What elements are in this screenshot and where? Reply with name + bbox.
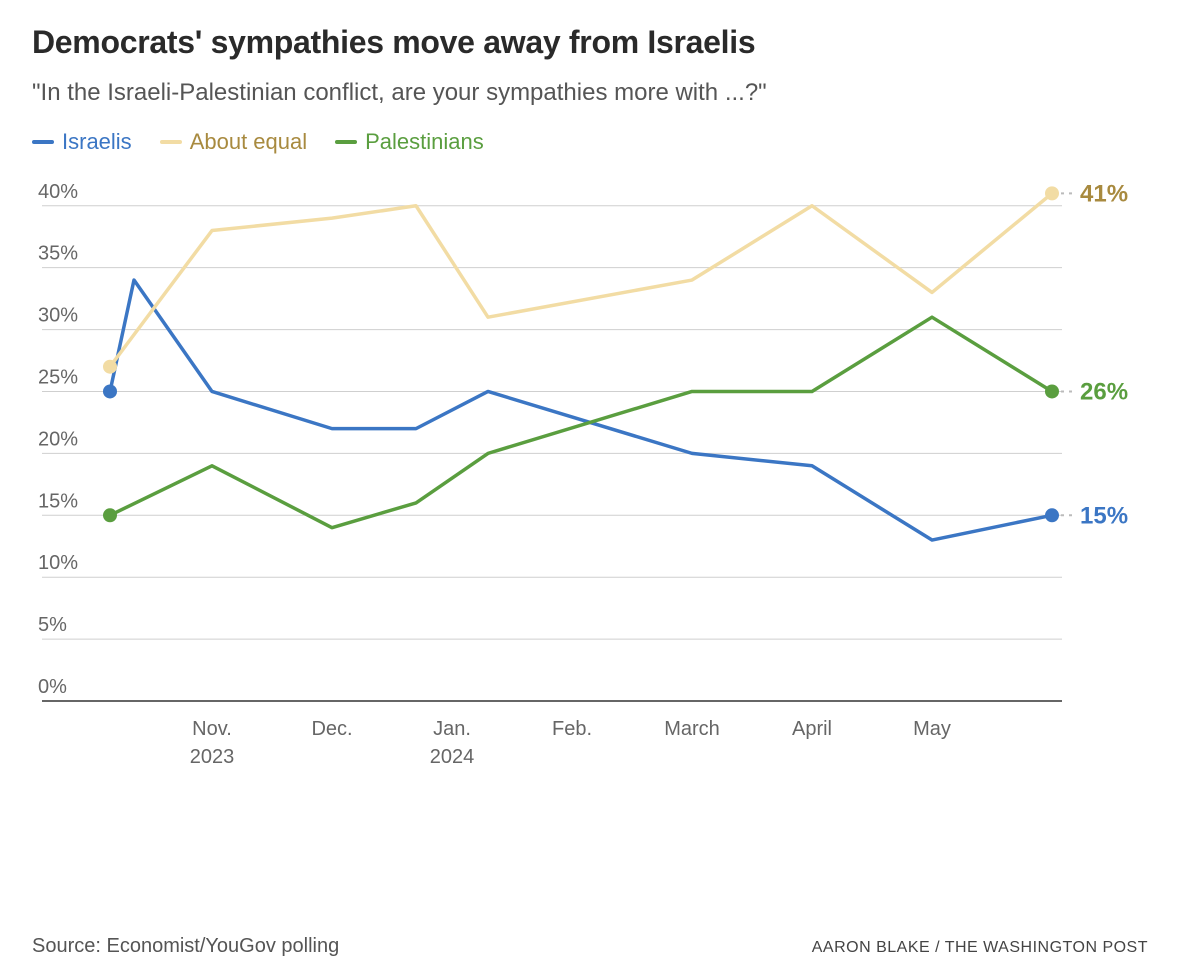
svg-text:March: March xyxy=(664,718,720,740)
legend-item: Palestinians xyxy=(335,129,484,155)
chart-plot-area: 0% 5% 10% 15% 20% 25% 30% 35% 40% Nov. 2023 Dec. Jan… xyxy=(32,171,1132,811)
legend-swatch xyxy=(32,140,54,144)
svg-text:Dec.: Dec. xyxy=(311,718,352,740)
legend: Israelis About equal Palestinians xyxy=(32,129,1148,155)
svg-text:Feb.: Feb. xyxy=(552,718,592,740)
legend-label: Israelis xyxy=(62,129,132,155)
series-line xyxy=(110,280,1052,540)
svg-text:May: May xyxy=(913,718,951,740)
legend-swatch xyxy=(335,140,357,144)
svg-text:35%: 35% xyxy=(38,243,78,265)
series-end-marker xyxy=(1045,186,1059,200)
credit-text: AARON BLAKE / THE WASHINGTON POST xyxy=(812,939,1148,957)
chart-title: Democrats' sympathies move away from Isr… xyxy=(32,24,1148,61)
svg-text:0%: 0% xyxy=(38,676,67,698)
svg-text:Nov.: Nov. xyxy=(192,718,232,740)
series-line xyxy=(110,317,1052,527)
svg-text:30%: 30% xyxy=(38,305,78,327)
legend-swatch xyxy=(160,140,182,144)
line-chart-svg: 0% 5% 10% 15% 20% 25% 30% 35% 40% Nov. 2023 Dec. Jan… xyxy=(32,171,1132,811)
legend-label: About equal xyxy=(190,129,307,155)
svg-text:40%: 40% xyxy=(38,181,78,203)
series-end-marker xyxy=(1045,508,1059,522)
svg-text:2024: 2024 xyxy=(430,746,475,768)
svg-text:April: April xyxy=(792,718,832,740)
svg-text:15%: 15% xyxy=(38,490,78,512)
source-text: Source: Economist/YouGov polling xyxy=(32,935,339,958)
legend-label: Palestinians xyxy=(365,129,484,155)
svg-text:10%: 10% xyxy=(38,552,78,574)
series-start-marker xyxy=(103,508,117,522)
series-end-marker xyxy=(1045,384,1059,398)
series-end-label: 26% xyxy=(1080,378,1128,405)
chart-container: Democrats' sympathies move away from Isr… xyxy=(0,0,1180,980)
svg-text:5%: 5% xyxy=(38,614,67,636)
legend-item: Israelis xyxy=(32,129,132,155)
svg-text:25%: 25% xyxy=(38,366,78,388)
chart-subtitle: "In the Israeli-Palestinian conflict, ar… xyxy=(32,79,1148,107)
legend-item: About equal xyxy=(160,129,307,155)
series-start-marker xyxy=(103,384,117,398)
svg-text:2023: 2023 xyxy=(190,746,235,768)
svg-text:20%: 20% xyxy=(38,428,78,450)
svg-text:Jan.: Jan. xyxy=(433,718,471,740)
chart-footer: Source: Economist/YouGov polling AARON B… xyxy=(32,935,1148,958)
series-end-label: 41% xyxy=(1080,180,1128,207)
series-end-label: 15% xyxy=(1080,502,1128,529)
series-start-marker xyxy=(103,360,117,374)
series-line xyxy=(110,193,1052,366)
